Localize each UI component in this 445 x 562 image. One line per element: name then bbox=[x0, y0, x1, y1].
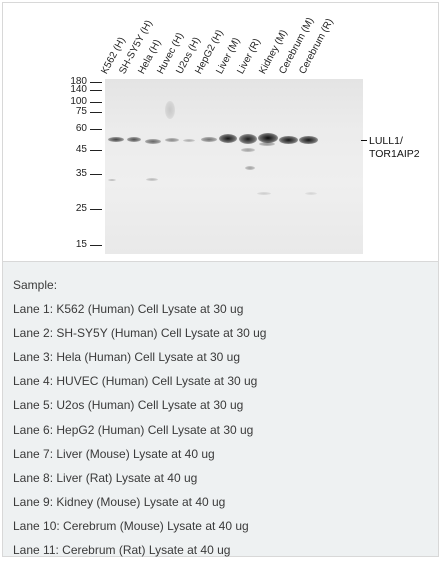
legend-lane-item: Lane 6: HepG2 (Human) Cell Lysate at 30 … bbox=[13, 422, 254, 437]
legend-heading: Sample: bbox=[13, 278, 58, 292]
protein-band bbox=[239, 134, 257, 144]
legend-lane-item: Lane 7: Liver (Mouse) Lysate at 40 ug bbox=[13, 446, 215, 461]
protein-band bbox=[257, 192, 271, 195]
legend-lane-item: Lane 3: Hela (Human) Cell Lysate at 30 u… bbox=[13, 350, 241, 365]
mw-marker-tick bbox=[90, 150, 102, 151]
protein-band bbox=[201, 137, 217, 142]
legend-lane-item: Lane 11: Cerebrum (Rat) Lysate at 40 ug bbox=[13, 543, 231, 558]
mw-marker-tick bbox=[90, 209, 102, 210]
protein-band bbox=[259, 142, 275, 146]
mw-marker-label: 25 bbox=[75, 203, 87, 214]
figure-card: K562 (H) SH-SY5Y (H) Hela (H) Huvec (H) U2os… bbox=[2, 2, 439, 557]
legend-lane-item: Lane 9: Kidney (Mouse) Lysate at 40 ug bbox=[13, 494, 226, 509]
mw-marker-label: 35 bbox=[75, 168, 87, 179]
protein-band bbox=[299, 136, 318, 144]
protein-band bbox=[127, 137, 141, 142]
legend-lane-item: Lane 1: K562 (Human) Cell Lysate at 30 u… bbox=[13, 302, 244, 317]
legend-lane-list: Lane 1: K562 (Human) Cell Lysate at 30 u… bbox=[13, 297, 430, 562]
protein-band bbox=[108, 179, 116, 181]
protein-band bbox=[146, 178, 158, 181]
protein-band bbox=[108, 137, 124, 142]
mw-marker-label: 75 bbox=[75, 106, 87, 117]
protein-band bbox=[245, 166, 255, 170]
protein-band bbox=[305, 192, 317, 195]
mw-marker-label: 180 bbox=[70, 76, 87, 87]
mw-marker-tick bbox=[90, 174, 102, 175]
legend-lane-item: Lane 2: SH-SY5Y (Human) Cell Lysate at 3… bbox=[13, 326, 267, 341]
protein-band bbox=[241, 148, 255, 152]
legend-lane-item: Lane 8: Liver (Rat) Lysate at 40 ug bbox=[13, 470, 198, 485]
mw-marker-label: 60 bbox=[75, 123, 87, 134]
blot-membrane bbox=[105, 79, 363, 254]
target-label-line2: TOR1AIP2 bbox=[369, 148, 420, 160]
mw-marker-label: 15 bbox=[75, 239, 87, 250]
mw-marker-tick bbox=[90, 112, 102, 113]
mw-marker-label: 100 bbox=[70, 96, 87, 107]
protein-band bbox=[219, 134, 237, 143]
mw-marker-tick bbox=[90, 90, 102, 91]
target-label-line1: LULL1/ bbox=[369, 135, 403, 147]
protein-band bbox=[183, 139, 195, 142]
mw-marker-tick bbox=[90, 82, 102, 83]
blot-figure: K562 (H) SH-SY5Y (H) Hela (H) Huvec (H) U2os… bbox=[61, 11, 420, 257]
mw-marker-tick bbox=[90, 245, 102, 246]
legend-lane-item: Lane 4: HUVEC (Human) Cell Lysate at 30 … bbox=[13, 374, 258, 389]
legend-lane-item: Lane 10: Cerebrum (Mouse) Lysate at 40 u… bbox=[13, 518, 249, 533]
protein-band bbox=[279, 136, 298, 144]
protein-band bbox=[165, 101, 175, 119]
protein-band bbox=[145, 139, 161, 144]
legend-lane-item: Lane 5: U2os (Human) Cell Lysate at 30 u… bbox=[13, 398, 244, 413]
mw-marker-label: 45 bbox=[75, 144, 87, 155]
mw-marker-tick bbox=[90, 129, 102, 130]
mw-marker-tick bbox=[90, 102, 102, 103]
protein-band bbox=[258, 133, 278, 143]
sample-legend: Sample: Lane 1: K562 (Human) Cell Lysate… bbox=[13, 273, 430, 562]
target-pointer-line bbox=[361, 140, 367, 141]
protein-band bbox=[165, 138, 179, 142]
mw-marker-label: 140 bbox=[70, 84, 87, 95]
western-blot-image: K562 (H) SH-SY5Y (H) Hela (H) Huvec (H) U2os… bbox=[3, 3, 438, 262]
